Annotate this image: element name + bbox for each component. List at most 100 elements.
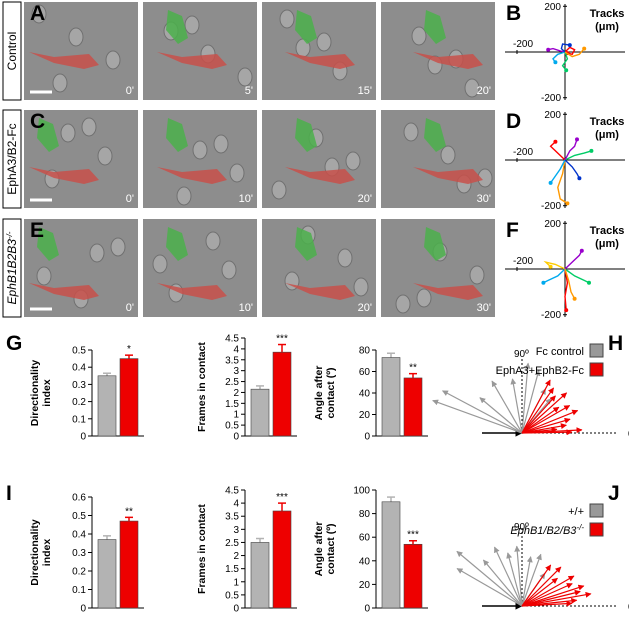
cell <box>31 4 47 24</box>
y-tick-label: 0.4 <box>72 530 86 541</box>
track <box>557 159 568 204</box>
track <box>564 139 578 161</box>
y-axis-label: Directionality <box>29 519 41 586</box>
cell <box>68 27 84 47</box>
red-cell <box>157 52 227 69</box>
row-label-box <box>2 218 22 318</box>
y-tick-label: 4.5 <box>225 334 239 345</box>
red-cell <box>29 167 99 184</box>
row-label: Control <box>5 32 19 71</box>
cell <box>345 151 361 171</box>
bar <box>381 357 401 437</box>
red-cell <box>285 52 355 69</box>
cell <box>464 78 480 98</box>
track-end <box>541 280 546 285</box>
track <box>564 46 576 56</box>
cell <box>316 32 332 52</box>
cell <box>237 67 253 87</box>
panel-letter: C <box>30 110 45 133</box>
cell <box>395 294 411 314</box>
track-end <box>572 296 577 301</box>
legend-label: +/+ <box>568 506 584 518</box>
y-tick-label: 0.2 <box>72 397 86 408</box>
panel-letter: H <box>608 332 623 355</box>
cell <box>221 260 237 280</box>
y-axis-label: Frames in contact <box>196 504 208 594</box>
cell <box>229 163 245 183</box>
y-tick-label: 0.5 <box>72 511 86 522</box>
cell <box>403 122 419 142</box>
time-label: 10' <box>239 302 253 314</box>
arrow <box>521 591 592 607</box>
track-end <box>579 248 584 253</box>
arrow <box>521 600 573 607</box>
track-end <box>553 60 558 65</box>
y-tick-label: 100 <box>353 486 370 497</box>
cell <box>271 180 287 200</box>
cell <box>97 146 113 166</box>
y-tick-label: 0.4 <box>72 363 86 374</box>
track <box>552 51 566 63</box>
panel-letter: I <box>6 482 12 505</box>
y-tick-label: 200 <box>544 2 561 13</box>
panel-letter: D <box>506 110 521 133</box>
track <box>564 268 590 284</box>
y-tick-label: 20 <box>359 410 371 421</box>
cell <box>52 73 68 93</box>
arrow <box>521 429 573 436</box>
track <box>564 159 581 179</box>
y-tick-label: 0 <box>80 604 86 615</box>
angle-label: 90º <box>514 522 529 533</box>
y-tick-label: 200 <box>544 110 561 121</box>
significance: ** <box>409 363 417 374</box>
cell <box>469 265 485 285</box>
track-end <box>587 280 591 285</box>
cell <box>440 145 456 165</box>
legend-swatch <box>589 503 604 518</box>
row-label-text: EphA3/B2-Fc <box>5 123 19 194</box>
bar <box>403 543 423 609</box>
green-cell <box>295 118 317 152</box>
green-cell <box>166 118 188 152</box>
y-tick-label: 80 <box>359 509 371 520</box>
row-label: EphB1B2B3-/- <box>5 231 19 304</box>
y-tick-label: 40 <box>359 556 371 567</box>
track-end <box>589 148 594 153</box>
chart-title: Tracks <box>590 116 625 128</box>
track <box>550 159 566 184</box>
red-cell <box>157 283 227 300</box>
y-tick-label: 0.3 <box>72 548 86 559</box>
legend-label: EphB1/B2/B3-/- <box>510 523 584 537</box>
y-axis-label: Angle after <box>313 366 325 421</box>
panel-letter: A <box>30 2 45 25</box>
red-cell <box>285 283 355 300</box>
cell <box>89 243 105 263</box>
y-tick-label: 1.5 <box>225 399 239 410</box>
arrow <box>432 399 523 434</box>
arrow <box>521 409 579 434</box>
arrow <box>521 584 585 607</box>
track <box>560 43 570 53</box>
row-label-text: EphB1B2B3 <box>5 239 19 305</box>
time-label: 30' <box>477 302 491 314</box>
arrow <box>456 550 523 607</box>
y-tick-label: 0 <box>233 604 239 615</box>
track-end <box>567 43 572 48</box>
track <box>564 48 585 58</box>
y-axis-label: index <box>41 539 53 567</box>
bar <box>403 377 423 437</box>
y-tick-label: 0.5 <box>225 421 239 432</box>
arrow <box>521 362 531 434</box>
time-label: 0' <box>126 85 134 97</box>
green-cell <box>166 227 188 261</box>
track <box>548 47 566 53</box>
arrow <box>491 380 523 434</box>
cell <box>411 26 427 46</box>
y-axis-label: Angle after <box>313 522 325 577</box>
bar <box>381 501 401 609</box>
microscopy-image <box>262 219 376 317</box>
y-tick-label: 3 <box>233 366 239 377</box>
legend-label: Fc control <box>536 346 584 358</box>
cell <box>205 231 221 251</box>
